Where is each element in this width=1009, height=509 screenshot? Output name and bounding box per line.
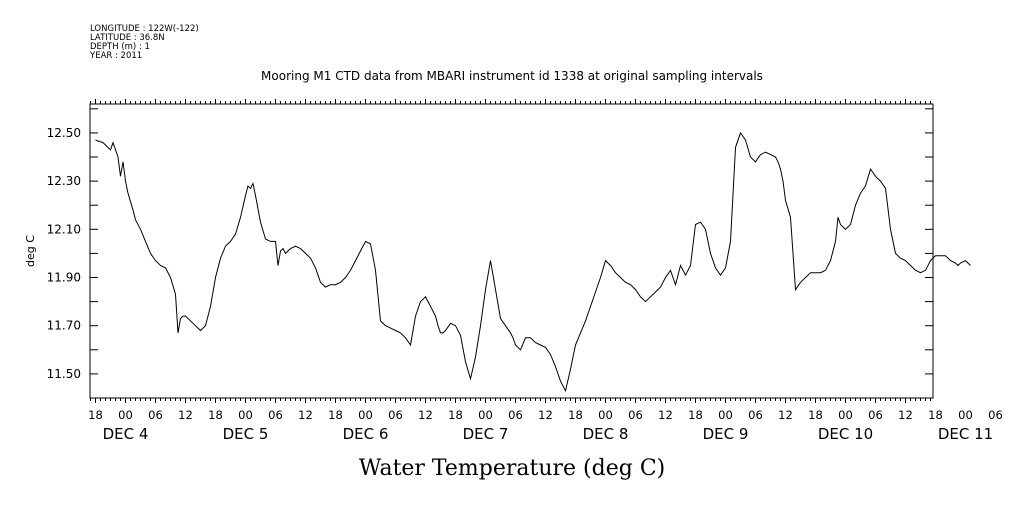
longitude-text: LONGITUDE : 122W(-122) xyxy=(90,24,199,34)
chart-title: Mooring M1 CTD data from MBARI instrumen… xyxy=(261,69,763,83)
x-hour-label: 06 xyxy=(988,408,1003,422)
x-day-label: DEC 9 xyxy=(703,425,749,443)
x-hour-label: 12 xyxy=(418,408,433,422)
x-hour-label: 00 xyxy=(358,408,373,422)
x-hour-label: 18 xyxy=(688,408,703,422)
y-tick-label: 12.50 xyxy=(47,126,81,140)
year-text: YEAR : 2011 xyxy=(89,51,142,61)
x-hour-label: 06 xyxy=(388,408,403,422)
y-axis-tick-labels: 11.50 11.70 11.90 12.10 12.30 12.50 xyxy=(47,126,81,381)
x-hour-label: 00 xyxy=(718,408,733,422)
plot-frame xyxy=(89,103,934,399)
x-hour-label: 06 xyxy=(868,408,883,422)
y-axis-ticks xyxy=(90,108,933,399)
x-hour-label: 12 xyxy=(298,408,313,422)
x-hour-label: 12 xyxy=(178,408,193,422)
x-day-label: DEC 6 xyxy=(343,425,389,443)
minor-tick-marks xyxy=(90,99,931,403)
x-hour-label: 18 xyxy=(928,408,943,422)
data-series xyxy=(95,131,971,393)
x-hour-label: 06 xyxy=(628,408,643,422)
x-hour-label: 00 xyxy=(118,408,133,422)
x-hour-label: 06 xyxy=(148,408,163,422)
x-day-label: DEC 5 xyxy=(223,425,269,443)
x-hour-label: 00 xyxy=(478,408,493,422)
x-day-label: DEC 10 xyxy=(818,425,873,443)
x-day-label: DEC 11 xyxy=(938,425,993,443)
location-metadata: LONGITUDE : 122W(-122) LATITUDE : 36.8N … xyxy=(89,24,199,61)
x-hour-label: 12 xyxy=(898,408,913,422)
x-hour-label: 00 xyxy=(838,408,853,422)
y-tick-label: 11.50 xyxy=(47,367,81,381)
x-hour-label: 18 xyxy=(448,408,463,422)
x-day-label: DEC 4 xyxy=(103,425,149,443)
latitude-text: LATITUDE : 36.8N xyxy=(90,33,165,43)
x-hour-label: 18 xyxy=(808,408,823,422)
x-axis-hour-labels: 18 00 06 12 18 00 06 12 18 00 06 12 18 00 06 12 18 00 06 12… xyxy=(88,408,1003,422)
y-tick-label: 12.10 xyxy=(47,222,81,236)
x-hour-label: 12 xyxy=(778,408,793,422)
x-hour-label: 12 xyxy=(658,408,673,422)
temperature-line xyxy=(95,131,971,393)
x-axis-day-labels: DEC 4 DEC 5 DEC 6 DEC 7 DEC 8 DEC 9 DEC 10 DEC … xyxy=(103,425,994,443)
x-hour-label: 18 xyxy=(328,408,343,422)
x-hour-label: 06 xyxy=(268,408,283,422)
y-tick-label: 11.70 xyxy=(47,319,81,333)
x-hour-label: 06 xyxy=(748,408,763,422)
depth-text: DEPTH (m) : 1 xyxy=(90,42,150,52)
x-hour-label: 00 xyxy=(598,408,613,422)
x-hour-label: 00 xyxy=(958,408,973,422)
y-tick-label: 11.90 xyxy=(47,271,81,285)
x-day-label: DEC 8 xyxy=(583,425,629,443)
x-hour-label: 18 xyxy=(88,408,103,422)
x-hour-label: 18 xyxy=(208,408,223,422)
y-axis-label: deg C xyxy=(24,235,37,267)
x-hour-label: 18 xyxy=(568,408,583,422)
x-hour-label: 12 xyxy=(538,408,553,422)
x-hour-label: 06 xyxy=(508,408,523,422)
x-day-label: DEC 7 xyxy=(463,425,509,443)
x-axis-label: Water Temperature (deg C) xyxy=(359,456,666,481)
x-hour-label: 00 xyxy=(238,408,253,422)
y-tick-label: 12.30 xyxy=(47,174,81,188)
